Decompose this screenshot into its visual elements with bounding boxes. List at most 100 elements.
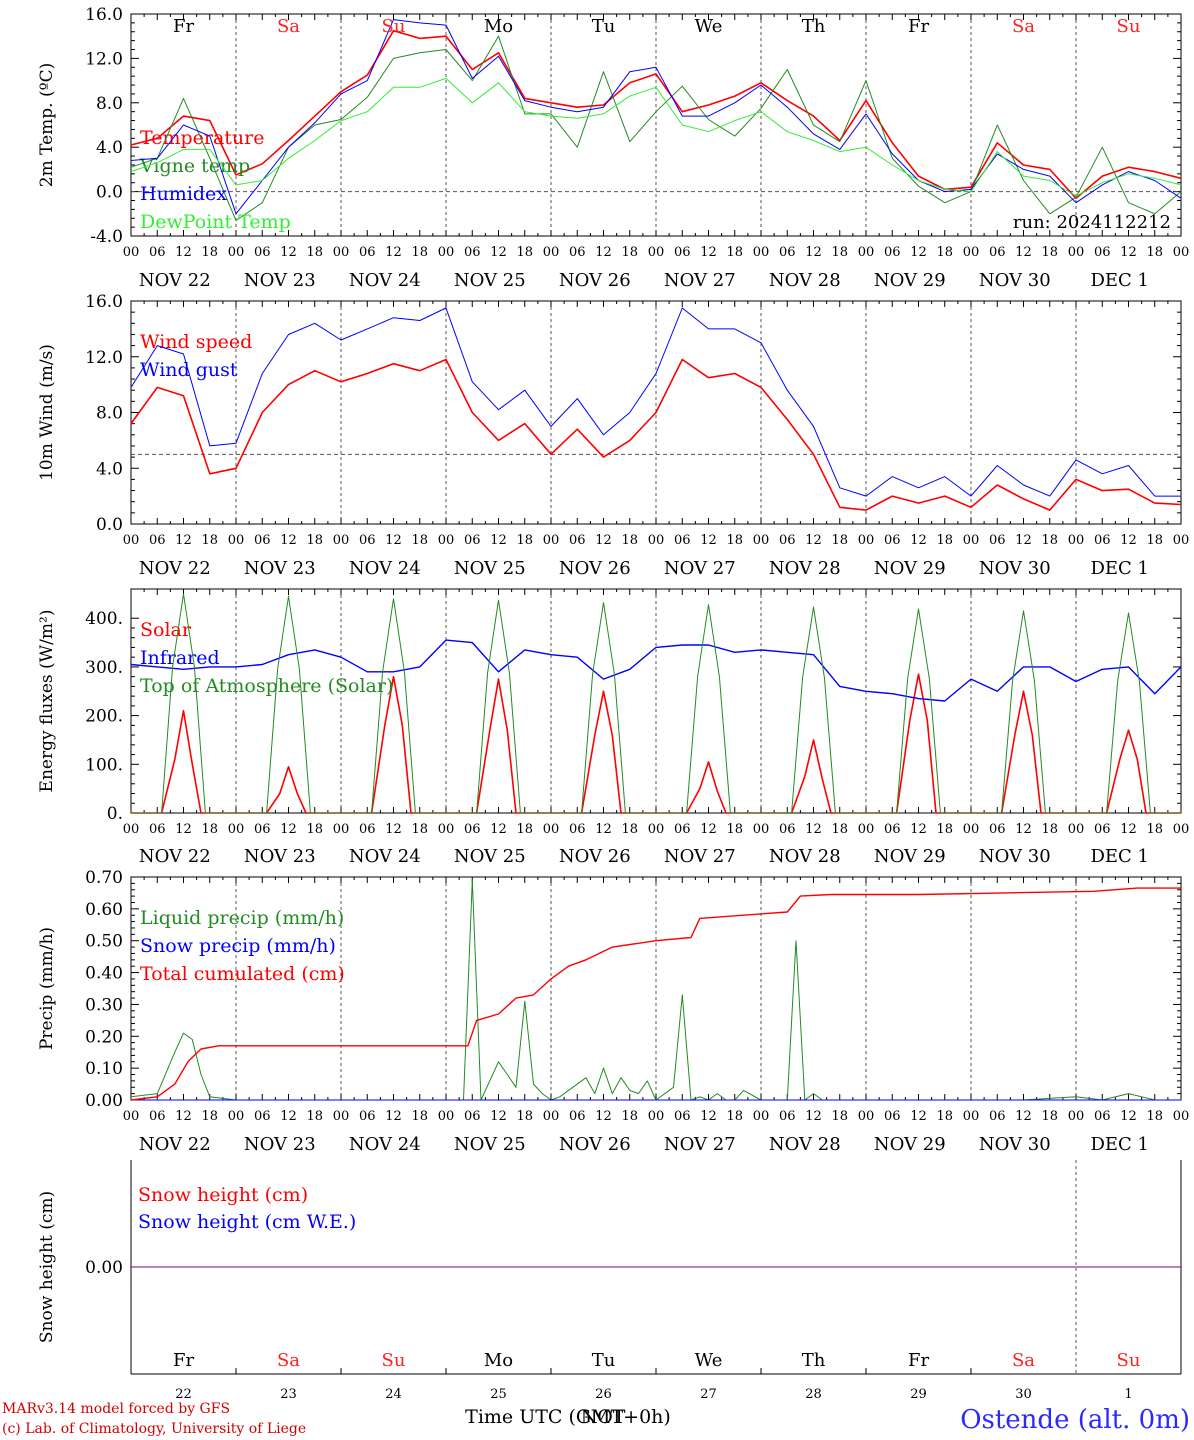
hour-label: 00 [858,822,875,837]
hour-label: 00 [963,822,980,837]
series-line-infrared [130,639,1182,702]
series-line-temperature [130,29,1182,200]
hour-label: 00 [753,1109,770,1124]
hour-label: 00 [753,822,770,837]
date-label: NOV 28 [769,1134,841,1155]
hour-label: 18 [306,245,323,260]
date-label: DEC 1 [1090,846,1149,867]
day-label: Fr [173,16,194,37]
hour-label: 06 [989,245,1006,260]
date-label: NOV 24 [349,1134,421,1155]
y-tick-label: 0.00 [85,1091,123,1111]
hour-label: 06 [884,1109,901,1124]
hour-label: 18 [621,1109,638,1124]
hour-label: 00 [123,822,140,837]
date-label: NOV 24 [349,270,421,291]
date-label: NOV 30 [979,558,1051,579]
date-label: NOV 30 [979,1134,1051,1155]
hour-label: 06 [1094,533,1111,548]
hour-label: 00 [1173,533,1190,548]
y-tick-label: -4.0 [90,227,123,247]
y-axis-title: 10m Wind (m/s) [37,344,57,481]
y-tick-label: 16.0 [85,5,123,25]
day-label: Th [802,16,826,37]
hour-label: 00 [438,533,455,548]
hour-label: 06 [254,1109,271,1124]
hour-label: 00 [228,1109,245,1124]
legend-item: Snow precip (mm/h) [140,935,336,957]
hour-label: 18 [306,533,323,548]
hour-label: 00 [123,245,140,260]
hour-label: 12 [1015,1109,1032,1124]
date-label: NOV 23 [244,1134,316,1155]
legend-item: Total cumulated (cm) [140,963,345,985]
hour-label: 00 [1068,245,1085,260]
date-label: NOV 30 [979,846,1051,867]
legend-item: Snow height (cm) [138,1184,308,1206]
date-label: NOV 25 [454,558,526,579]
hour-label: 18 [201,245,218,260]
hour-label: 06 [254,533,271,548]
hour-label: 00 [1068,1109,1085,1124]
y-axis-title: Precip (mm/h) [37,927,57,1050]
y-tick-label: 0.60 [85,900,123,920]
day-label: Tu [592,1350,616,1371]
legend-item: Solar [140,619,192,641]
hour-label: 18 [516,822,533,837]
hour-label: 00 [333,1109,350,1124]
hour-label: 00 [648,1109,665,1124]
y-axis-title: Energy fluxes (W/m²) [37,610,57,793]
date-label: NOV 24 [349,846,421,867]
hour-label: 12 [910,1109,927,1124]
hour-label: 00 [753,533,770,548]
y-tick-label: 12.0 [85,348,123,368]
hour-label: 00 [438,245,455,260]
bottom-date-label: 27 [700,1387,717,1402]
y-tick-label: 0.30 [85,995,123,1015]
bottom-date-label: 1 [1124,1387,1132,1402]
series-line-dewpoint-temp [130,77,1182,197]
hour-label: 06 [149,822,166,837]
hour-label: 12 [490,533,507,548]
hour-label: 18 [1146,245,1163,260]
day-label: Sa [1012,1350,1035,1371]
date-label: NOV 23 [244,846,316,867]
date-label: DEC 1 [1090,558,1149,579]
model-credit: MARv3.14 model forced by GFS [2,1401,230,1417]
day-label: Sa [277,16,300,37]
hour-label: 18 [726,245,743,260]
hour-label: 00 [963,1109,980,1124]
hour-label: 18 [726,822,743,837]
hour-label: 00 [333,822,350,837]
hour-label: 06 [1094,822,1111,837]
hour-label: 12 [175,245,192,260]
hour-label: 12 [805,822,822,837]
hour-label: 18 [936,533,953,548]
hour-label: 00 [438,1109,455,1124]
hour-label: 00 [963,533,980,548]
hour-label: 06 [1094,245,1111,260]
y-tick-label: 100. [85,755,123,775]
day-label: We [695,16,723,37]
hour-label: 12 [595,822,612,837]
bottom-date-label: 26 [595,1387,612,1402]
hour-label: 18 [411,1109,428,1124]
hour-label: 00 [543,822,560,837]
series-line-total-cumulated-cm- [130,887,1181,1101]
hour-label: 06 [779,245,796,260]
legend-item: Liquid precip (mm/h) [140,907,344,929]
hour-label: 18 [411,822,428,837]
date-label: NOV 27 [664,270,736,291]
y-tick-label: 8.0 [96,94,123,114]
hour-label: 06 [359,533,376,548]
hour-label: 12 [175,1109,192,1124]
date-label: NOV 30 [979,270,1051,291]
hour-label: 00 [543,1109,560,1124]
hour-label: 00 [123,533,140,548]
hour-label: 18 [1041,533,1058,548]
day-label: We [695,1350,723,1371]
day-label: Mo [484,1350,513,1371]
date-label: NOV 26 [559,1134,631,1155]
hour-label: 18 [201,1109,218,1124]
bottom-date-label: 25 [490,1387,507,1402]
